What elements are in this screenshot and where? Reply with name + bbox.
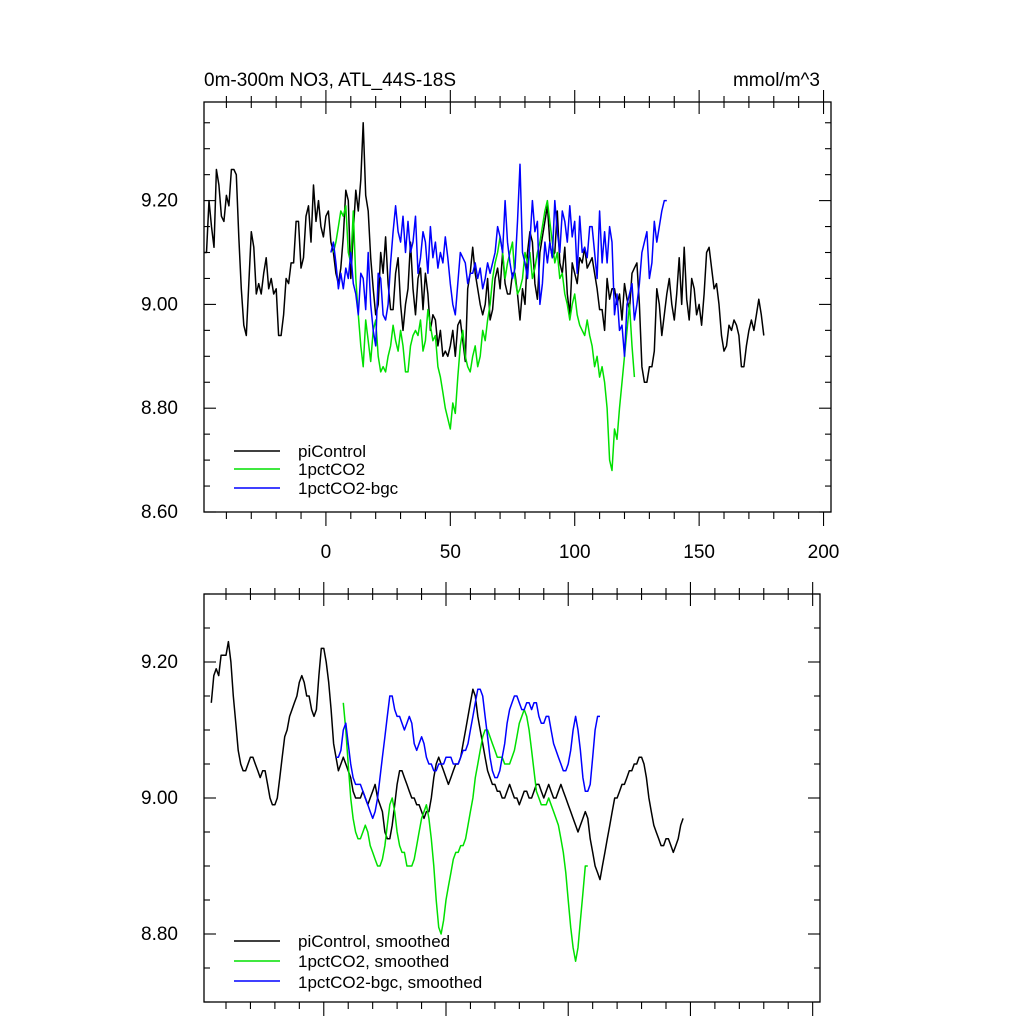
x-tick-label: 200 (808, 542, 840, 563)
legend-label-1pctco2-bgc: 1pctCO2-bgc (298, 479, 399, 498)
y-tick-label: 9.20 (141, 191, 178, 212)
legend-label-1pctco2-smoothed: 1pctCO2, smoothed (298, 952, 449, 971)
y-tick-label: 9.00 (141, 788, 178, 809)
legend: piControl 1pctCO2 1pctCO2-bgc (234, 442, 399, 498)
legend: piControl, smoothed 1pctCO2, smoothed 1p… (234, 932, 482, 992)
y-tick-label: 8.80 (141, 398, 178, 419)
series-line-1pctco2-smoothed (342, 702, 588, 962)
tick-labels: 8.60 8.80 9.00 9.20 0 50 100 150 200 (141, 191, 839, 563)
panel-title: 0m-300m NO3, ATL_44S-18S (204, 70, 456, 91)
tick-marks (204, 90, 831, 526)
plot-frame (203, 101, 832, 513)
x-tick-label: 0 (321, 542, 332, 563)
plot-frame (203, 593, 821, 1003)
series-line-picontrol (204, 122, 765, 384)
legend-label-picontrol: piControl (298, 442, 366, 461)
units-label: mmol/m^3 (733, 70, 820, 91)
tick-labels: 8.80 9.00 9.20 (141, 652, 178, 945)
x-tick-label: 50 (440, 542, 461, 563)
top-panel: 0m-300m NO3, ATL_44S-18S mmol/m^3 8.608.… (141, 70, 839, 563)
series-line-1pctco2-bgc-smoothed (336, 688, 600, 820)
tick-marks (204, 582, 820, 1016)
bottom-panel: 8.80 9.00 9.20 piControl, smoothed 1pctCO2… (141, 582, 821, 1016)
series-line-1pctco2 (332, 199, 636, 472)
legend-label-1pctco2: 1pctCO2 (298, 460, 365, 479)
y-tick-label: 9.00 (141, 294, 178, 315)
x-tick-label: 150 (683, 542, 715, 563)
series-layer (204, 122, 765, 472)
series-line-1pctco2-bgc (330, 163, 667, 358)
legend-label-1pctco2-bgc-smoothed: 1pctCO2-bgc, smoothed (298, 973, 482, 992)
series-line-picontrol-smoothed (210, 640, 684, 881)
y-tick-label: 8.80 (141, 924, 178, 945)
x-tick-label: 100 (559, 542, 591, 563)
series-layer (210, 640, 684, 962)
y-tick-label: 9.20 (141, 652, 178, 673)
y-tick-label: 8.60 (141, 502, 178, 523)
legend-label-picontrol-smoothed: piControl, smoothed (298, 932, 450, 951)
